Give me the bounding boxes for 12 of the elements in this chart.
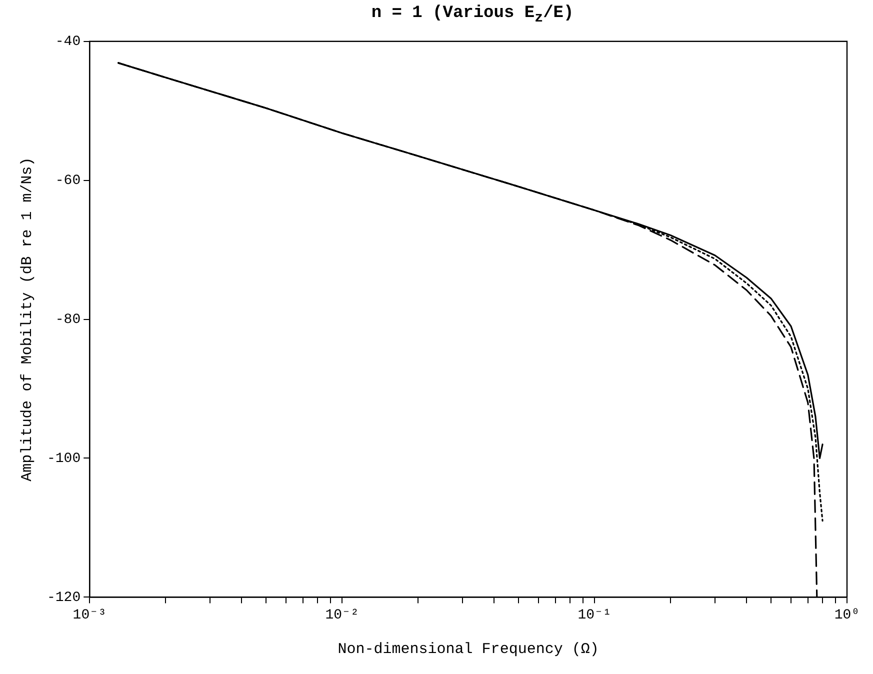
chart-title: n = 1 (Various E$_{z}$/E) [370, 4, 575, 26]
y-tick-label: -100 [46, 450, 81, 467]
x-axis-title: Non-dimensional Frequency (Ω) [338, 640, 599, 658]
x-tick-label: 10⁰ [834, 607, 860, 624]
x-tick-label: 10⁻³ [72, 607, 106, 624]
x-tick-label: 10⁻¹ [578, 607, 612, 624]
y-tick-label: -60 [55, 173, 81, 190]
y-tick-label: -40 [55, 34, 81, 50]
x-tick-label: 10⁻² [325, 607, 359, 624]
y-tick-label: -80 [55, 312, 81, 328]
y-tick-label: -120 [46, 590, 81, 606]
y-axis-title: Amplitude of Mobility (dB re 1 m/Ns) [18, 157, 36, 482]
